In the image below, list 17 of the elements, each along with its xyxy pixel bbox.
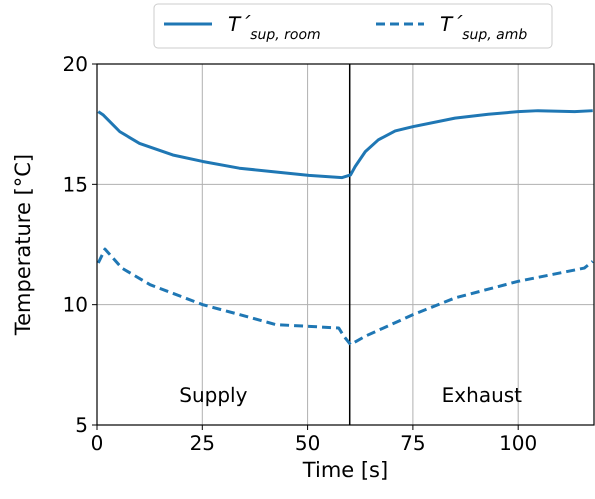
annotation: Supply (179, 383, 248, 407)
legend-label: T´$_{sup, amb}$ (440, 12, 528, 43)
y-tick-label: 5 (75, 413, 88, 437)
x-tick-label: 0 (90, 431, 104, 455)
x-axis-title: Time [s] (302, 458, 388, 482)
x-tick-label: 25 (190, 431, 216, 455)
annotation: Exhaust (442, 383, 522, 407)
line-series (97, 109, 594, 180)
y-tick-label: 10 (62, 292, 88, 317)
line-series (97, 248, 594, 346)
x-tick-label: 100 (499, 431, 538, 455)
legend-label: T´$_{sup, room}$ (228, 12, 321, 43)
y-tick-label: 20 (62, 52, 88, 76)
y-axis-title: Temperature [°C] (11, 154, 35, 336)
x-tick-label: 50 (294, 431, 320, 455)
x-tick-label: 75 (400, 431, 426, 455)
y-tick-label: 15 (62, 172, 88, 196)
